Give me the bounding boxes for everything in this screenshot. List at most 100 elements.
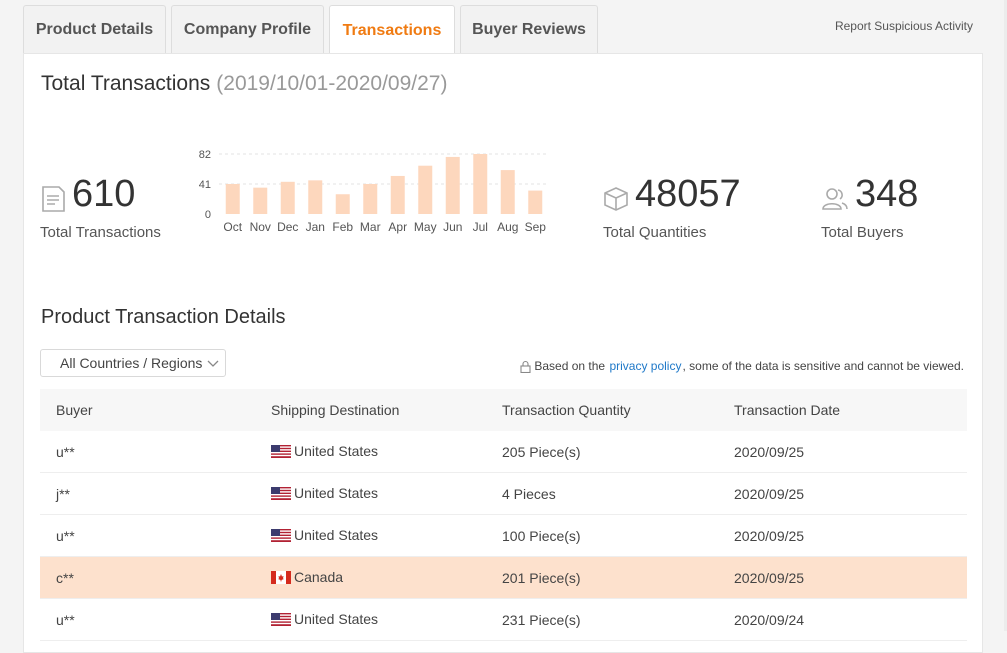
- bar-mar[interactable]: [363, 184, 378, 214]
- bar-aug[interactable]: [500, 170, 515, 214]
- total-buyers-label: Total Buyers: [821, 224, 904, 242]
- x-tick-label: Aug: [497, 220, 518, 234]
- country-name: United States: [294, 442, 379, 459]
- column-header-transaction-quantity: Transaction Quantity: [502, 402, 631, 418]
- privacy-notice: Based on the privacy policy, some of the…: [520, 359, 964, 373]
- destination-cell: United States: [271, 443, 502, 461]
- us-flag-icon: [271, 486, 291, 503]
- y-tick-label: 41: [199, 179, 211, 191]
- scrollbar[interactable]: [1004, 0, 1007, 631]
- quantity-cell: 4 Pieces: [502, 485, 556, 502]
- quantity-cell: 205 Piece(s): [502, 443, 581, 460]
- table-row[interactable]: u** United States 100 Piece(s) 2020/09/25: [40, 515, 967, 557]
- bar-sep[interactable]: [528, 190, 543, 214]
- country-name: United States: [294, 610, 379, 627]
- x-tick-label: Feb: [332, 220, 353, 234]
- buyer-cell: j**: [56, 485, 71, 502]
- total-transactions-heading: Total Transactions (2019/10/01-2020/09/27…: [41, 72, 447, 96]
- quantity-cell: 201 Piece(s): [502, 569, 581, 586]
- date-cell: 2020/09/25: [734, 569, 805, 586]
- product-transaction-details-title: Product Transaction Details: [41, 306, 286, 328]
- bar-jul[interactable]: [473, 154, 488, 214]
- date-range: (2019/10/01-2020/09/27): [216, 72, 448, 95]
- document-icon: [40, 185, 66, 218]
- transactions-panel: Total Transactions (2019/10/01-2020/09/27…: [23, 53, 983, 653]
- stat-total-transactions: 610 Total Transactions: [40, 174, 161, 241]
- total-buyers-value: 348: [855, 173, 919, 215]
- table-body: u** United States 205 Piece(s) 2020/09/25 j*…: [40, 431, 967, 641]
- bar-nov[interactable]: [253, 187, 268, 214]
- buyer-cell: u**: [56, 527, 75, 544]
- column-header-buyer: Buyer: [56, 402, 93, 418]
- us-flag-icon: [271, 528, 291, 545]
- quantity-cell: 231 Piece(s): [502, 611, 581, 628]
- stat-total-buyers: 348 Total Buyers: [821, 174, 918, 241]
- date-cell: 2020/09/25: [734, 443, 805, 460]
- summary-title: Total Transactions: [41, 72, 211, 95]
- us-flag-icon: [271, 444, 291, 461]
- users-icon: [821, 185, 849, 218]
- date-cell: 2020/09/25: [734, 485, 805, 502]
- bar-apr[interactable]: [390, 175, 405, 214]
- buyer-cell: u**: [56, 611, 75, 628]
- canada-flag-icon: [271, 570, 291, 587]
- buyer-cell: c**: [56, 569, 74, 586]
- x-tick-label: Mar: [360, 220, 381, 234]
- us-flag-icon: [271, 612, 291, 629]
- x-tick-label: Oct: [223, 220, 242, 234]
- total-transactions-label: Total Transactions: [40, 224, 161, 242]
- destination-cell: United States: [271, 527, 502, 545]
- y-tick-label: 0: [205, 209, 211, 221]
- x-tick-label: Dec: [277, 220, 298, 234]
- tab-transactions[interactable]: Transactions: [329, 5, 455, 55]
- destination-cell: United States: [271, 485, 502, 503]
- column-header-transaction-date: Transaction Date: [734, 402, 841, 418]
- x-tick-label: Jul: [473, 220, 488, 234]
- destination-cell: Canada: [271, 569, 502, 587]
- column-header-shipping-destination: Shipping Destination: [271, 402, 400, 418]
- date-cell: 2020/09/24: [734, 611, 805, 628]
- privacy-policy-link[interactable]: privacy policy: [609, 359, 682, 373]
- stat-total-quantities: 48057 Total Quantities: [603, 174, 741, 241]
- lock-icon: [520, 360, 531, 373]
- buyer-cell: u**: [56, 443, 75, 460]
- total-quantities-label: Total Quantities: [603, 224, 707, 242]
- x-tick-label: Jan: [306, 220, 325, 234]
- chart-svg: 82 41 0 Oct Nov Dec Jan Feb Mar Apr May Jun Jul Aug Se…: [199, 149, 549, 234]
- destination-cell: United States: [271, 611, 502, 629]
- date-cell: 2020/09/25: [734, 527, 805, 544]
- bar-dec[interactable]: [280, 181, 295, 214]
- privacy-prefix: Based on the: [534, 359, 606, 373]
- total-quantities-value: 48057: [635, 173, 741, 215]
- table-row[interactable]: u** United States 205 Piece(s) 2020/09/25: [40, 431, 967, 473]
- bar-feb[interactable]: [335, 194, 350, 214]
- x-tick-label: Nov: [250, 220, 271, 234]
- country-name: United States: [294, 526, 379, 543]
- bar-may[interactable]: [418, 165, 433, 214]
- table-row[interactable]: j** United States 4 Pieces 2020/09/25: [40, 473, 967, 515]
- report-suspicious-activity-link[interactable]: Report Suspicious Activity: [834, 19, 973, 33]
- bar-jun[interactable]: [445, 156, 460, 214]
- x-tick-label: Jun: [443, 220, 462, 234]
- country-region-select-label: All Countries / Regions: [60, 355, 203, 371]
- x-tick-label: Apr: [388, 220, 407, 234]
- tab-product-details[interactable]: Product Details: [23, 5, 166, 54]
- x-tick-label: Sep: [525, 220, 547, 234]
- total-transactions-value: 610: [72, 173, 136, 215]
- box-icon: [603, 185, 629, 218]
- country-name: Canada: [294, 568, 344, 585]
- bar-jan[interactable]: [308, 180, 323, 214]
- quantity-cell: 100 Piece(s): [502, 527, 581, 544]
- country-region-select[interactable]: All Countries / Regions: [40, 349, 226, 377]
- table-row[interactable]: u** United States 231 Piece(s) 2020/09/24: [40, 599, 967, 641]
- x-tick-label: May: [414, 220, 437, 234]
- tab-company-profile[interactable]: Company Profile: [171, 5, 324, 54]
- tab-buyer-reviews[interactable]: Buyer Reviews: [460, 5, 598, 54]
- bar-oct[interactable]: [225, 184, 240, 214]
- table-header: Buyer Shipping Destination Transaction Q…: [40, 389, 967, 431]
- table-row[interactable]: c** Canada 201 Piece(s) 2020/09/25: [40, 557, 967, 599]
- y-tick-label: 82: [199, 149, 211, 161]
- tab-bar: Product Details Company Profile Transact…: [23, 5, 603, 55]
- chevron-down-icon: [206, 356, 220, 373]
- privacy-suffix: , some of the data is sensitive and cann…: [682, 359, 964, 373]
